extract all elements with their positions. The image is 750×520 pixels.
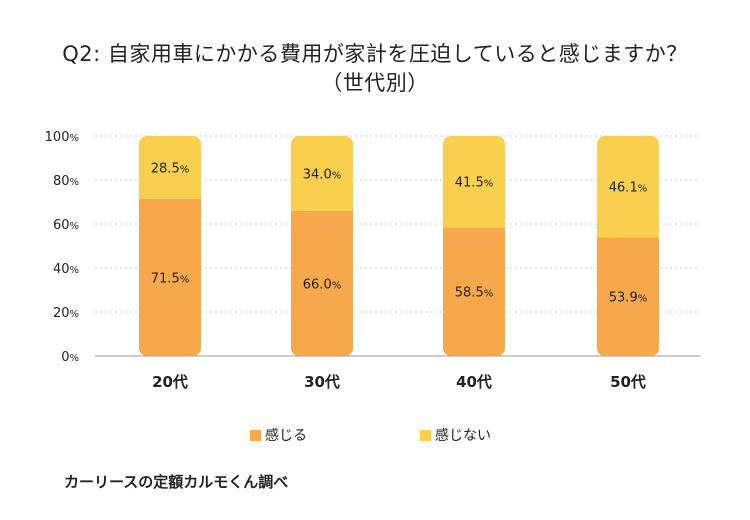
legend-item-not-feel: 感じない <box>420 425 491 445</box>
x-tick-label: 30代 <box>304 373 340 391</box>
data-label-not-feel: 28.5% <box>151 161 189 176</box>
chart-subtitle: （世代別） <box>321 71 429 95</box>
data-label-not-feel: 41.5% <box>455 176 493 191</box>
bar-feel <box>443 227 505 356</box>
x-tick-label: 20代 <box>152 373 188 391</box>
bar-feel <box>291 210 353 356</box>
y-tick-label: 0% <box>61 350 79 365</box>
stacked-bar-chart: 0% 20% 40% 60% 80% 100% 71.5% 28.5% 20代 66.0% 34.0… <box>45 130 700 391</box>
data-label-feel: 66.0% <box>303 277 341 292</box>
bar-not-feel <box>443 136 505 228</box>
legend-item-feel: 感じる <box>250 425 307 445</box>
x-tick-label: 40代 <box>456 373 492 391</box>
y-tick-label: 40% <box>53 262 79 277</box>
bar-not-feel <box>597 136 659 238</box>
legend-swatch-not-feel <box>420 429 431 441</box>
bar-feel <box>597 237 659 356</box>
y-tick-label: 80% <box>53 174 79 189</box>
data-label-not-feel: 34.0% <box>303 167 341 182</box>
data-label-feel: 53.9% <box>609 291 647 306</box>
legend-label-feel: 感じる <box>265 428 307 444</box>
bar-not-feel <box>139 136 201 199</box>
data-label-feel: 58.5% <box>455 286 493 301</box>
bar-not-feel <box>291 136 353 211</box>
data-label-feel: 71.5% <box>151 271 189 286</box>
legend-label-not-feel: 感じない <box>435 428 491 444</box>
chart-title: Q2: 自家用車にかかる費用が家計を圧迫していると感じますか？ <box>62 42 688 66</box>
y-tick-label: 20% <box>53 306 79 321</box>
y-tick-label: 60% <box>53 218 79 233</box>
source-note: カーリースの定額カルモくん調べ <box>64 473 289 491</box>
data-label-not-feel: 46.1% <box>609 181 647 196</box>
bar-feel <box>139 198 201 356</box>
y-tick-label: 100% <box>45 130 79 145</box>
x-tick-label: 50代 <box>610 373 646 391</box>
legend-swatch-feel <box>250 429 261 441</box>
